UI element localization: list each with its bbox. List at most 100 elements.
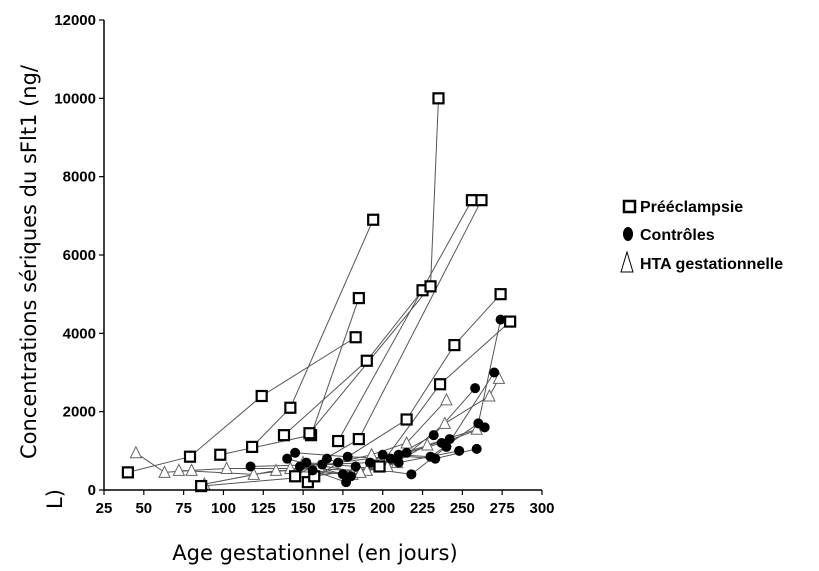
- hta-point: [185, 463, 198, 476]
- preeclampsie-point: [332, 434, 345, 448]
- series-lines: [127, 98, 511, 487]
- hta-point: [470, 422, 484, 435]
- y-tick-label: 4000: [63, 325, 96, 342]
- axes: [99, 19, 543, 495]
- controle-point: [350, 461, 361, 472]
- preeclampsie-point: [121, 466, 134, 479]
- controle-point: [473, 418, 484, 429]
- legend-label: Prééclampsie: [640, 199, 743, 216]
- y-axis-title: Concentrations sériques du sFlt1 (ng/ L): [17, 64, 67, 509]
- x-tick-label: 75: [175, 500, 192, 517]
- x-tick-label: 125: [251, 500, 276, 517]
- trajectory-line: [307, 293, 501, 483]
- controle-point: [441, 441, 452, 452]
- hta-point: [269, 463, 283, 476]
- controle-point: [337, 469, 348, 480]
- x-tick-label: 50: [135, 500, 152, 517]
- legend-item-hta-gestationnelle: HTA gestationnelle: [620, 250, 783, 273]
- controle-point: [444, 434, 455, 445]
- preeclampsie-point: [424, 280, 437, 293]
- y-axis-title-line-2: L): [43, 489, 67, 509]
- preeclampsie-point: [360, 354, 373, 367]
- preeclampsie-point: [433, 378, 447, 391]
- x-tick-label: 25: [96, 500, 113, 517]
- preeclampsie-point: [494, 288, 507, 301]
- hta-point: [421, 437, 434, 451]
- controle-point: [342, 451, 353, 462]
- hta-point: [247, 467, 261, 480]
- x-tick-label: 225: [410, 500, 435, 517]
- controle-point: [489, 367, 500, 378]
- x-tick-label: 275: [490, 500, 515, 517]
- y-tick-label: 6000: [63, 247, 96, 264]
- controle-point: [341, 477, 352, 488]
- legend-item-controles: Contrôles: [623, 227, 715, 244]
- controle-point: [406, 469, 417, 480]
- preeclampsie-point: [289, 470, 302, 483]
- data-points: [121, 92, 517, 493]
- x-tick-label: 100: [211, 500, 236, 517]
- x-tick-label: 300: [529, 500, 554, 517]
- controle-point: [333, 457, 344, 468]
- controle-point: [471, 443, 482, 454]
- controle-point: [245, 461, 256, 472]
- controle-point: [393, 457, 404, 468]
- preeclampsie-point: [183, 450, 197, 463]
- legend-triangle-marker: [620, 250, 634, 273]
- legend-label: HTA gestationnelle: [640, 256, 783, 273]
- controle-point: [430, 453, 441, 464]
- preeclampsie-point: [432, 92, 445, 105]
- controle-point: [385, 453, 396, 464]
- tick-labels: 25 50 75 100 125 150 175 200 225 250 275 300 0 2000 40…: [54, 12, 554, 517]
- y-tick-label: 2000: [63, 404, 96, 421]
- preeclampsie-point: [349, 331, 362, 344]
- y-axis-title-line-1: Concentrations sériques du sFlt1 (ng/: [17, 64, 41, 459]
- preeclampsie-point: [277, 429, 291, 442]
- controle-point: [401, 447, 412, 458]
- hta-point: [492, 371, 506, 384]
- hta-point: [172, 463, 186, 476]
- preeclampsie-point: [246, 440, 259, 454]
- preeclampsie-point: [214, 448, 227, 461]
- controle-point: [307, 465, 318, 476]
- preeclampsie-point: [475, 194, 488, 207]
- legend-square-marker: [622, 199, 637, 214]
- x-tick-label: 250: [450, 500, 475, 517]
- preeclampsie-point: [352, 291, 365, 305]
- trajectory-line: [337, 199, 473, 442]
- preeclampsie-point: [284, 401, 297, 414]
- controle-point: [301, 457, 312, 468]
- preeclampsie-point: [367, 213, 380, 226]
- controle-point: [290, 447, 301, 458]
- legend-circle-marker: [623, 227, 633, 241]
- hta-point: [438, 416, 452, 429]
- hta-point: [483, 388, 496, 402]
- hta-point: [158, 465, 171, 478]
- x-tick-label: 150: [291, 500, 316, 517]
- y-tick-label: 8000: [63, 169, 96, 186]
- preeclampsie-point: [504, 315, 517, 328]
- x-tick-label: 200: [370, 500, 395, 517]
- trajectory-line: [201, 321, 511, 487]
- legend-label: Contrôles: [640, 227, 715, 244]
- y-tick-label: 10000: [54, 90, 96, 107]
- preeclampsie-point: [195, 479, 208, 493]
- legend-item-preeclampsie: Prééclampsie: [622, 199, 743, 216]
- x-tick-label: 175: [330, 500, 355, 517]
- hta-point: [440, 392, 453, 406]
- controle-point: [428, 430, 439, 441]
- controle-point: [393, 449, 404, 460]
- controle-point: [364, 457, 375, 468]
- controle-point: [495, 314, 506, 325]
- preeclampsie-point: [373, 460, 386, 473]
- controle-point: [377, 449, 388, 460]
- controle-point: [470, 383, 481, 394]
- preeclampsie-point: [352, 432, 365, 446]
- preeclampsie-point: [448, 338, 461, 352]
- legend: Prééclampsie Contrôles HTA gestationnell…: [620, 199, 783, 273]
- hta-point: [220, 461, 233, 474]
- preeclampsie-point: [255, 389, 268, 403]
- preeclampsie-point: [400, 413, 413, 426]
- controle-point: [282, 453, 293, 464]
